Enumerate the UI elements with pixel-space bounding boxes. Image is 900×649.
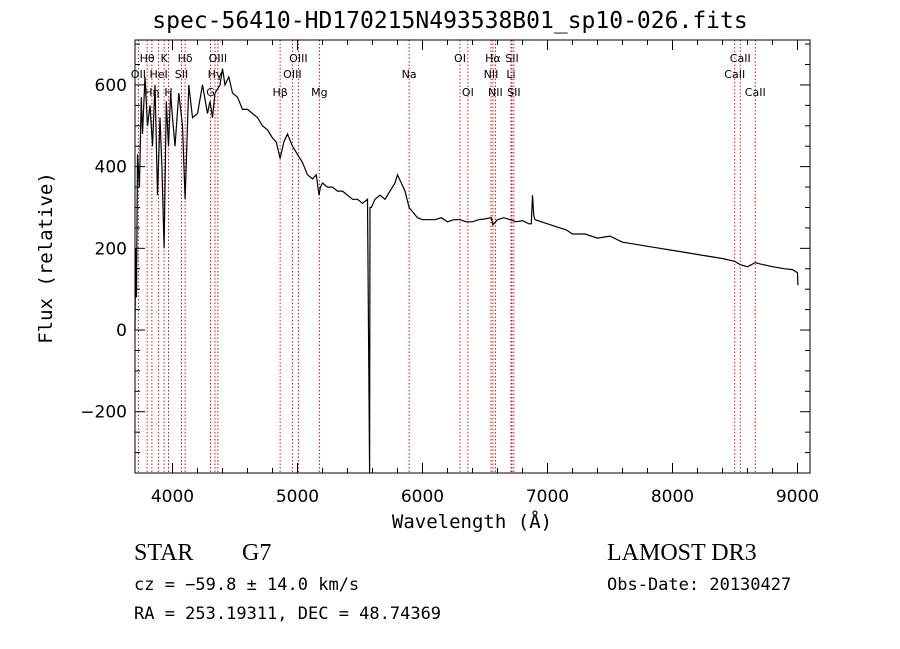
plot-frame — [134, 39, 811, 474]
x-tick-label-3: 7000 — [526, 487, 569, 507]
chart-title: spec-56410-HD170215N493538B01_sp10-026.f… — [152, 8, 748, 34]
line-label-21: Li — [506, 68, 515, 81]
line-labels: OIIHθHηHeIKHSIIHδGHγOIIIHβOIIIOIIIMgNaOI… — [131, 52, 766, 99]
object-subclass: G7 — [242, 540, 272, 566]
x-tick-label-2: 6000 — [401, 487, 444, 507]
line-label-26: CaII — [745, 86, 766, 99]
line-label-24: CaII — [724, 68, 745, 81]
obs-date: Obs-Date: 20130427 — [607, 575, 792, 595]
object-class: STAR — [134, 540, 194, 566]
survey-label: LAMOST DR3 — [607, 540, 757, 566]
line-label-1: Hθ — [140, 52, 155, 65]
line-label-14: Mg — [311, 86, 327, 99]
line-label-8: G — [206, 86, 215, 99]
x-tick-label-5: 9000 — [776, 487, 819, 507]
x-axis-label: Wavelength (Å) — [391, 511, 553, 533]
line-label-4: K — [161, 52, 169, 65]
line-label-6: SII — [175, 68, 188, 81]
line-label-7: Hδ — [178, 52, 193, 65]
line-label-3: HeI — [149, 68, 167, 81]
coordinates: RA = 253.19311, DEC = 48.74369 — [134, 604, 442, 624]
line-label-25: CaII — [730, 52, 751, 65]
line-label-11: Hβ — [272, 86, 287, 99]
x-tick-label-1: 5000 — [276, 487, 319, 507]
line-label-20: NII — [488, 86, 503, 99]
line-label-13: OIII — [289, 52, 307, 65]
line-label-17: OI — [462, 86, 474, 99]
y-tick-label-4: 600 — [95, 76, 127, 96]
y-tick-label-2: 200 — [95, 239, 127, 259]
line-label-19: Hα — [485, 52, 501, 65]
line-label-22: SII — [505, 52, 518, 65]
y-tick-label-0: −200 — [80, 403, 127, 423]
line-label-23: SII — [507, 86, 520, 99]
line-label-10: OIII — [209, 52, 227, 65]
line-label-9: Hγ — [208, 68, 223, 81]
axis-ticks: 4000 5000 6000 7000 8000 9000 −200 0 200 400 600 — [80, 40, 819, 507]
line-label-18: NII — [484, 68, 499, 81]
line-label-5: H — [164, 86, 172, 99]
x-tick-label-4: 8000 — [651, 487, 694, 507]
spectrum-line — [134, 68, 799, 474]
line-label-0: OII — [131, 68, 146, 81]
y-tick-label-1: 0 — [116, 321, 127, 341]
line-markers — [137, 40, 756, 473]
x-tick-label-0: 4000 — [151, 487, 194, 507]
y-tick-label-3: 400 — [95, 158, 127, 178]
line-label-16: OI — [454, 52, 466, 65]
line-label-15: Na — [402, 68, 417, 81]
line-label-12: OIII — [283, 68, 301, 81]
redshift-info: cz = −59.8 ± 14.0 km/s — [134, 575, 360, 595]
